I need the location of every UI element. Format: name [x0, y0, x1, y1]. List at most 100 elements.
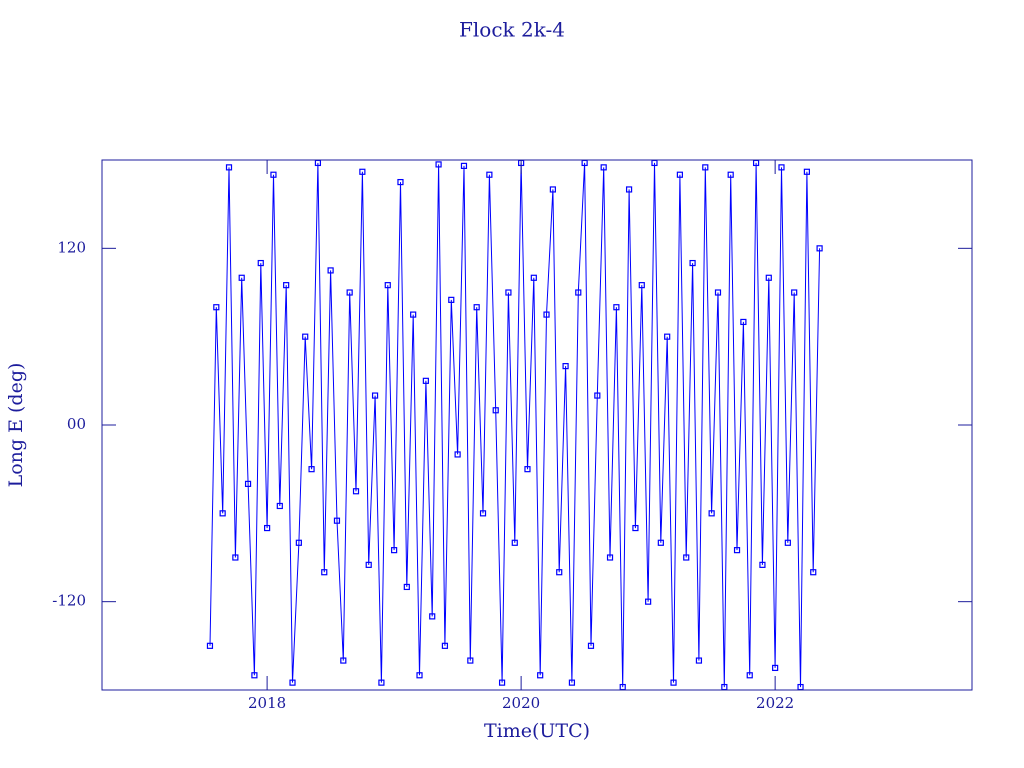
data-point [321, 569, 328, 576]
data-point [448, 296, 455, 303]
data-point [498, 679, 506, 686]
data-point [606, 554, 614, 561]
data-point [391, 547, 398, 554]
y-axis-label: Long E (deg) [5, 363, 27, 488]
data-point [283, 282, 290, 289]
data-point [308, 466, 315, 473]
data-point [333, 517, 341, 524]
data-point [460, 162, 468, 169]
data-point [467, 657, 474, 664]
data-point [765, 274, 772, 281]
data-point [727, 171, 734, 178]
data-point [441, 642, 449, 649]
data-point [397, 178, 404, 186]
data-point [645, 598, 652, 605]
data-point [657, 539, 664, 546]
data-point [206, 642, 214, 649]
data-point [784, 539, 791, 546]
data-point [613, 304, 620, 311]
data-point [587, 642, 595, 649]
data-point [429, 613, 436, 620]
data-point [225, 164, 233, 171]
data-point [352, 488, 360, 495]
data-point [276, 502, 283, 510]
data-point [244, 480, 252, 487]
data-point [435, 161, 442, 168]
data-point [416, 672, 423, 679]
x-tick-label: 2018 [248, 694, 286, 712]
data-point [632, 524, 639, 532]
data-point [714, 289, 722, 296]
data-point [803, 168, 810, 175]
data-point [511, 539, 518, 546]
data-point [384, 282, 391, 289]
data-point [524, 466, 531, 473]
data-point [378, 679, 385, 686]
data-point [791, 289, 798, 296]
data-point [492, 407, 499, 414]
data-point [251, 672, 258, 679]
data-point [359, 168, 366, 175]
data-point [537, 672, 544, 679]
data-point [289, 679, 296, 686]
data-point [746, 672, 753, 679]
data-point [670, 679, 677, 686]
y-tick-label: 00 [67, 415, 86, 433]
data-point [302, 333, 309, 340]
data-point [740, 318, 747, 326]
data-point [676, 171, 683, 178]
data-point [664, 333, 671, 340]
data-point [213, 304, 220, 311]
plot-frame [101, 159, 973, 691]
data-point [346, 289, 353, 296]
data-point [689, 259, 696, 267]
data-point [733, 547, 741, 554]
data-point [816, 245, 823, 252]
data-point [695, 657, 703, 664]
y-tick-label: 120 [57, 238, 86, 256]
data-point [594, 392, 601, 399]
data-point [232, 554, 239, 561]
y-tick-label: -120 [52, 592, 86, 610]
data-point [422, 377, 429, 384]
data-point [295, 539, 302, 546]
data-point [702, 164, 709, 171]
x-axis-label: Time(UTC) [484, 720, 590, 742]
data-point [600, 164, 607, 171]
data-point [638, 282, 645, 289]
series-line [209, 162, 821, 688]
data-point [238, 274, 245, 281]
data-point [543, 311, 550, 318]
data-point [708, 510, 715, 517]
data-point [562, 363, 569, 370]
data-point [556, 569, 563, 576]
data-point [479, 510, 487, 517]
data-point [772, 664, 779, 672]
chart-title: Flock 2k-4 [459, 18, 565, 42]
plot-area [206, 159, 823, 691]
x-tick-label: 2020 [502, 694, 540, 712]
x-tick-label: 2022 [756, 694, 794, 712]
data-point [486, 171, 493, 178]
data-point [219, 510, 226, 517]
data-point [410, 311, 417, 318]
data-point [473, 304, 480, 311]
data-point [403, 583, 410, 591]
data-point [257, 259, 264, 267]
data-point [810, 569, 817, 576]
data-point [505, 289, 512, 296]
data-point [530, 274, 537, 281]
data-point [549, 186, 556, 193]
data-point [264, 524, 271, 532]
data-point [759, 561, 766, 568]
data-point [683, 554, 690, 561]
data-point [371, 392, 379, 399]
data-point [365, 561, 372, 568]
data-point [778, 164, 785, 171]
data-point [625, 186, 633, 193]
data-point [568, 679, 576, 686]
data-point [454, 451, 461, 458]
data-point [270, 171, 277, 178]
